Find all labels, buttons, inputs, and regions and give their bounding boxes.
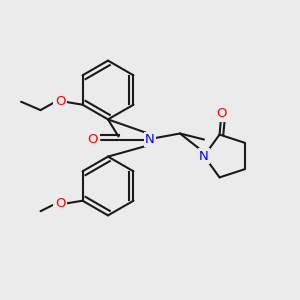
- Text: N: N: [145, 133, 155, 146]
- Text: O: O: [216, 107, 226, 120]
- Text: N: N: [199, 149, 209, 163]
- Text: O: O: [55, 95, 65, 108]
- Text: O: O: [55, 197, 65, 210]
- Text: O: O: [88, 133, 98, 146]
